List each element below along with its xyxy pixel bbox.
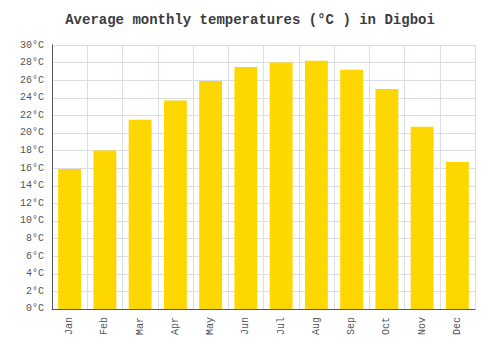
svg-text:Feb: Feb [99,317,110,335]
svg-text:Aug: Aug [311,317,322,335]
svg-text:Jan: Jan [64,317,75,335]
svg-text:Oct: Oct [381,317,392,335]
svg-text:6°C: 6°C [26,251,44,262]
svg-text:24°C: 24°C [20,92,44,103]
svg-text:10°C: 10°C [20,215,44,226]
svg-text:30°C: 30°C [20,40,44,51]
svg-text:Dec: Dec [452,317,463,335]
svg-text:20°C: 20°C [20,127,44,138]
svg-text:2°C: 2°C [26,286,44,297]
svg-text:Jul: Jul [276,317,287,335]
svg-text:14°C: 14°C [20,180,44,191]
svg-text:8°C: 8°C [26,233,44,244]
svg-text:28°C: 28°C [20,57,44,68]
svg-text:0°C: 0°C [26,303,44,314]
svg-text:Jun: Jun [240,317,251,335]
svg-text:4°C: 4°C [26,268,44,279]
svg-text:May: May [205,317,216,335]
svg-text:Nov: Nov [417,317,428,335]
svg-text:16°C: 16°C [20,163,44,174]
svg-text:Average monthly temperatures (: Average monthly temperatures (°C ) in Di… [65,12,435,28]
svg-text:26°C: 26°C [20,75,44,86]
svg-text:Mar: Mar [135,317,146,335]
svg-text:Apr: Apr [170,317,181,335]
svg-text:12°C: 12°C [20,198,44,209]
svg-text:18°C: 18°C [20,145,44,156]
svg-text:22°C: 22°C [20,110,44,121]
svg-text:Sep: Sep [346,317,357,335]
